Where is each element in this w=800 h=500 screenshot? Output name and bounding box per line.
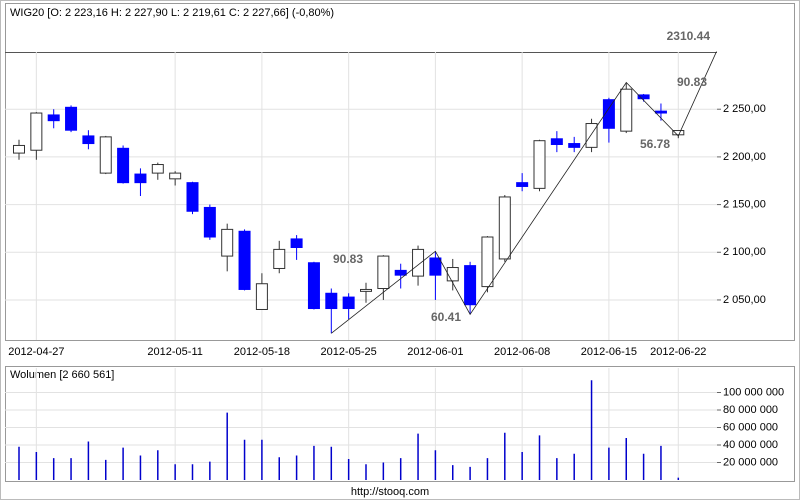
y-tick-label: 2 050,00 xyxy=(723,294,766,306)
candle-body xyxy=(360,288,372,292)
volume-title: Wolumen [2 660 561] xyxy=(10,369,114,381)
zigzag-end-label: 2310.44 xyxy=(667,29,711,43)
candle-body xyxy=(498,196,511,260)
candle-body xyxy=(637,94,650,100)
y-tick-label: 80 000 000 xyxy=(723,404,778,416)
candle-body xyxy=(464,265,477,306)
candle-body xyxy=(30,112,43,151)
x-tick-label: 2012-06-08 xyxy=(494,346,550,358)
annotation: 90.83 xyxy=(677,75,707,89)
candle-body xyxy=(65,106,78,131)
annotation: 90.83 xyxy=(333,252,363,266)
candle-body xyxy=(446,267,459,282)
footer: http://stooq.com xyxy=(351,486,429,498)
candle-body xyxy=(394,269,407,276)
candle-body xyxy=(342,296,355,310)
y-tick-label: 2 150,00 xyxy=(723,198,766,210)
candle-body xyxy=(134,173,147,184)
volume-panel xyxy=(5,366,795,482)
candle-body xyxy=(654,110,667,114)
candle-body xyxy=(429,257,442,276)
candle-body xyxy=(99,136,112,174)
candle-body xyxy=(238,230,251,290)
candle-body xyxy=(307,262,320,310)
candle-body xyxy=(533,140,546,189)
candle-body xyxy=(255,283,268,310)
candle-body xyxy=(672,130,685,136)
x-tick-label: 2012-05-25 xyxy=(321,346,377,358)
price-panel xyxy=(5,3,795,341)
zigzag-line xyxy=(331,51,717,334)
x-tick-label: 2012-06-22 xyxy=(650,346,706,358)
candle-body xyxy=(47,114,60,122)
y-tick-label: 100 000 000 xyxy=(723,386,784,398)
candle-body xyxy=(290,238,303,248)
candle-body xyxy=(273,248,286,269)
y-tick-label: 2 250,00 xyxy=(723,103,766,115)
candle-body xyxy=(568,143,581,148)
candle-body xyxy=(481,236,494,288)
candle-body xyxy=(117,147,130,184)
candle-body xyxy=(203,206,216,238)
candle-body xyxy=(325,292,338,310)
y-tick-label: 2 100,00 xyxy=(723,246,766,258)
candle-body xyxy=(221,228,234,257)
candle-body xyxy=(516,182,529,187)
candle-body xyxy=(585,123,598,148)
candle-body xyxy=(412,248,425,277)
x-tick-label: 2012-05-11 xyxy=(147,346,202,358)
x-tick-label: 2012-06-01 xyxy=(407,346,463,358)
candle-body xyxy=(169,172,182,180)
annotation: 56.78 xyxy=(640,137,670,151)
annotation: 60.41 xyxy=(431,310,461,324)
candle-body xyxy=(186,182,199,212)
y-tick-label: 20 000 000 xyxy=(723,456,778,468)
candle-body xyxy=(620,88,633,132)
candle-body xyxy=(602,99,615,129)
candle-body xyxy=(377,255,390,290)
candle-body xyxy=(151,164,164,174)
x-tick-label: 2012-06-15 xyxy=(581,346,637,358)
y-tick-label: 2 200,00 xyxy=(723,151,766,163)
x-tick-label: 2012-05-18 xyxy=(234,346,290,358)
candle-body xyxy=(13,144,25,154)
y-tick-label: 60 000 000 xyxy=(723,421,778,433)
x-tick-label: 2012-04-27 xyxy=(8,346,64,358)
candle-body xyxy=(550,138,563,146)
y-tick-label: 40 000 000 xyxy=(723,439,778,451)
candle-body xyxy=(82,135,95,145)
chart-title: WIG20 [O: 2 223,16 H: 2 227,90 L: 2 219,… xyxy=(10,7,334,19)
